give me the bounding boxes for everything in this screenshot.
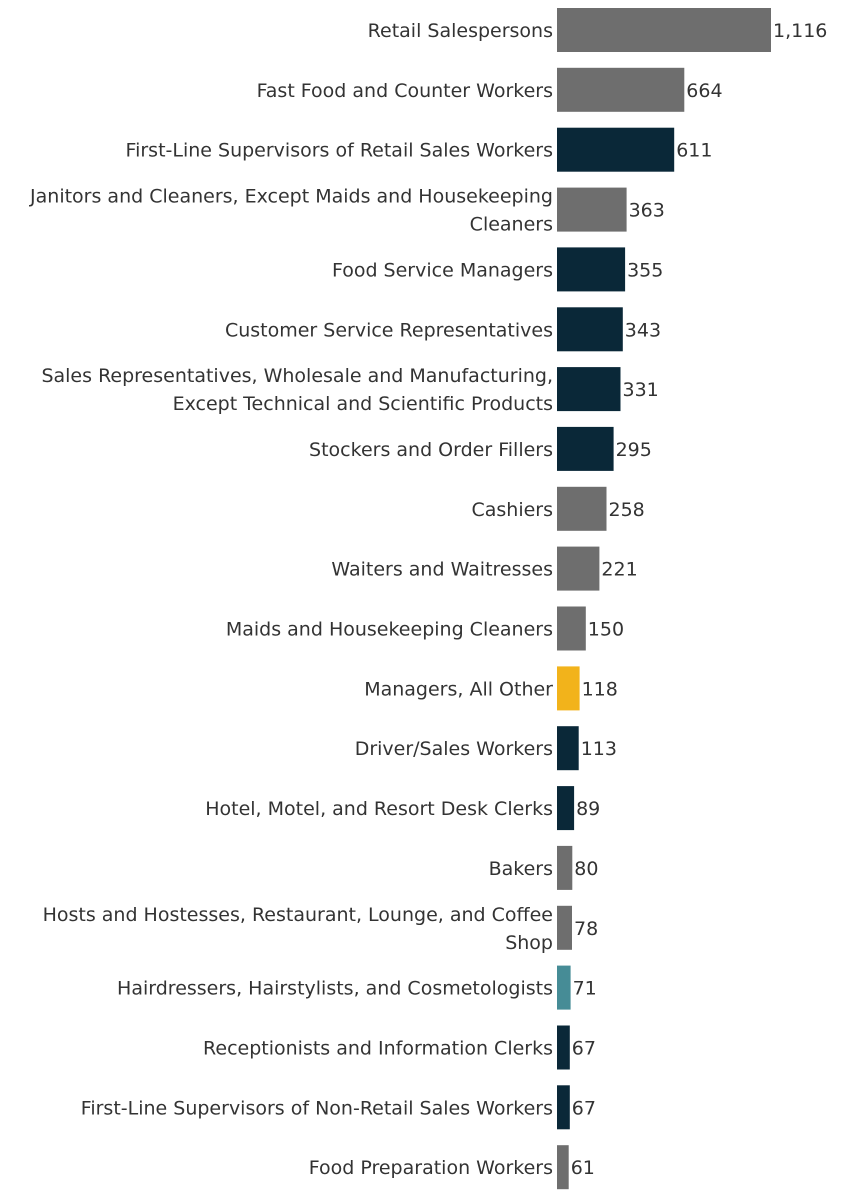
value-label: 150 [588,619,624,641]
category-label: Driver/Sales Workers [355,738,553,760]
bar [557,726,579,771]
value-label: 78 [574,918,598,940]
bar [557,187,627,232]
value-label: 67 [572,1097,596,1119]
value-label: 295 [616,439,652,461]
value-label: 221 [601,559,637,581]
category-label: Waiters and Waitresses [331,559,553,581]
value-label: 258 [609,499,645,521]
bar [557,1025,570,1070]
value-label: 611 [676,140,712,162]
value-label: 89 [576,798,600,820]
category-label: First-Line Supervisors of Non-Retail Sal… [81,1097,553,1119]
bar [557,666,580,711]
value-label: 343 [625,319,661,341]
bars-group [557,8,771,1190]
category-label: Janitors and Cleaners, Except Maids and … [29,186,553,236]
value-label: 118 [582,678,618,700]
value-label: 61 [571,1157,595,1179]
bar [557,845,573,890]
category-label: Hotel, Motel, and Resort Desk Clerks [205,798,553,820]
bar [557,127,675,172]
bar [557,1085,570,1130]
category-label: Hosts and Hostesses, Restaurant, Lounge,… [43,904,553,954]
value-label: 80 [574,858,598,880]
category-label: Sales Representatives, Wholesale and Man… [41,365,553,415]
category-label: Retail Salespersons [368,20,553,42]
category-label: Receptionists and Information Clerks [203,1038,553,1060]
value-label: 331 [623,379,659,401]
bar [557,67,685,112]
value-label: 113 [581,738,617,760]
bar [557,1145,569,1190]
bar [557,606,586,651]
value-label: 67 [572,1038,596,1060]
category-label: Food Preparation Workers [309,1157,553,1179]
category-label: Cashiers [471,499,553,521]
category-label: Hairdressers, Hairstylists, and Cosmetol… [117,978,553,1000]
bar [557,307,623,352]
bar [557,8,771,52]
category-label: Managers, All Other [364,678,553,700]
category-label: Customer Service Representatives [225,319,553,341]
category-label: Food Service Managers [332,259,553,281]
bar [557,965,571,1010]
bar [557,905,572,950]
category-label: Bakers [489,858,553,880]
category-label: First-Line Supervisors of Retail Sales W… [126,140,553,162]
value-label: 355 [627,259,663,281]
category-label: Stockers and Order Fillers [309,439,553,461]
value-label: 664 [686,80,722,102]
bar [557,426,614,471]
value-label: 71 [573,978,597,1000]
category-label: Maids and Housekeeping Cleaners [226,619,553,641]
bar [557,546,600,591]
value-label: 1,116 [773,20,827,42]
category-label: Fast Food and Counter Workers [257,80,553,102]
category-labels-group: Retail Salespersons Fast Food and Counter… [29,20,553,1179]
value-labels-group: 1,116 664 611 363 355 343 331 295 258 221 150 118 11… [571,20,828,1179]
bar [557,486,607,531]
bar [557,247,626,292]
value-label: 363 [629,200,665,222]
bar [557,786,575,831]
bar [557,367,621,412]
